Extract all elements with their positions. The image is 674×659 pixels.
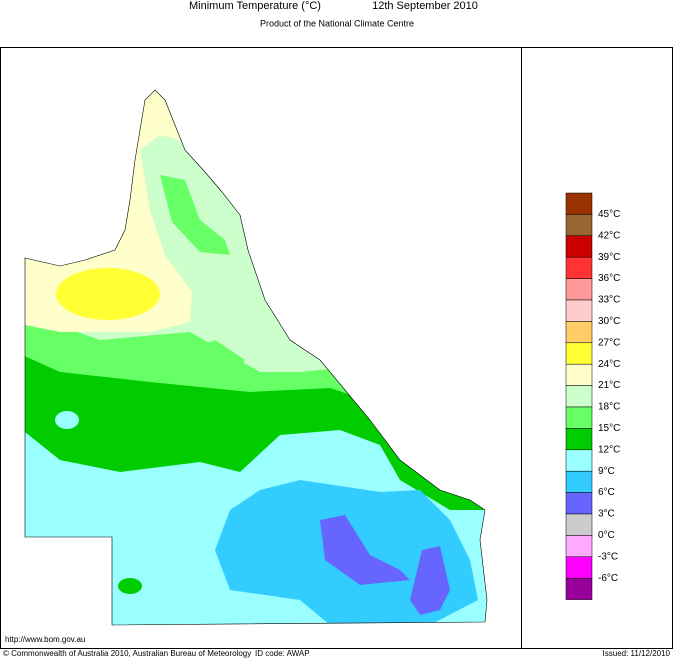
legend: 45°C 42°C 39°C 36°C 33°C 30°C 27°C 24°C 21°C 18°C… <box>565 192 620 600</box>
legend-swatch <box>565 342 593 365</box>
legend-label: -3°C <box>598 551 618 562</box>
map-title: Minimum Temperature (°C) <box>189 0 321 12</box>
legend-label: 36°C <box>598 273 620 284</box>
legend-swatch <box>565 278 593 301</box>
legend-swatch <box>565 214 593 237</box>
legend-swatch <box>565 535 593 558</box>
legend-swatch <box>565 470 593 493</box>
region-24-27 <box>56 268 160 320</box>
legend-label: 24°C <box>598 359 620 370</box>
legend-label: -6°C <box>598 573 618 584</box>
legend-label: 3°C <box>598 509 615 520</box>
state-outline <box>24 89 488 626</box>
legend-swatch <box>565 513 593 536</box>
region-15-18 <box>190 340 245 385</box>
legend-label: 21°C <box>598 380 620 391</box>
legend-swatch <box>565 192 593 215</box>
legend-swatch <box>565 492 593 515</box>
temperature-map <box>25 90 487 625</box>
legend-swatch <box>565 235 593 258</box>
region-12-15 <box>118 578 142 594</box>
legend-label: 30°C <box>598 316 620 327</box>
legend-label: 33°C <box>598 295 620 306</box>
legend-swatch <box>565 449 593 472</box>
legend-label: 9°C <box>598 466 615 477</box>
legend-swatch <box>565 385 593 408</box>
legend-swatch <box>565 428 593 451</box>
region-12-15 <box>25 90 487 510</box>
legend-label: 45°C <box>598 209 620 220</box>
legend-swatch <box>565 321 593 344</box>
legend-swatch <box>565 556 593 579</box>
region-15-18 <box>160 175 230 255</box>
region-3-6 <box>320 515 410 585</box>
legend-label: 12°C <box>598 444 620 455</box>
legend-swatch <box>565 577 593 600</box>
legend-label: 27°C <box>598 337 620 348</box>
map-frame <box>0 47 673 649</box>
legend-swatch <box>565 256 593 279</box>
region-9-12 <box>55 411 79 429</box>
legend-swatch <box>565 299 593 322</box>
legend-label: 18°C <box>598 402 620 413</box>
legend-label: 0°C <box>598 530 615 541</box>
legend-label: 15°C <box>598 423 620 434</box>
map-date: 12th September 2010 <box>372 0 478 12</box>
legend-label: 6°C <box>598 487 615 498</box>
region-3-6 <box>410 546 450 615</box>
legend-label: 39°C <box>598 252 620 263</box>
legend-swatch <box>565 363 593 386</box>
map-subtitle: Product of the National Climate Centre <box>260 18 414 28</box>
footer-copyright: © Commonwealth of Australia 2010, Austra… <box>3 649 251 658</box>
footer-id: ID code: AWAP <box>255 649 310 658</box>
legend-label: 42°C <box>598 230 620 241</box>
legend-swatch <box>565 406 593 429</box>
footer-url: http://www.bom.gov.au <box>5 635 85 644</box>
footer-issued: Issued: 11/12/2010 <box>603 649 671 658</box>
